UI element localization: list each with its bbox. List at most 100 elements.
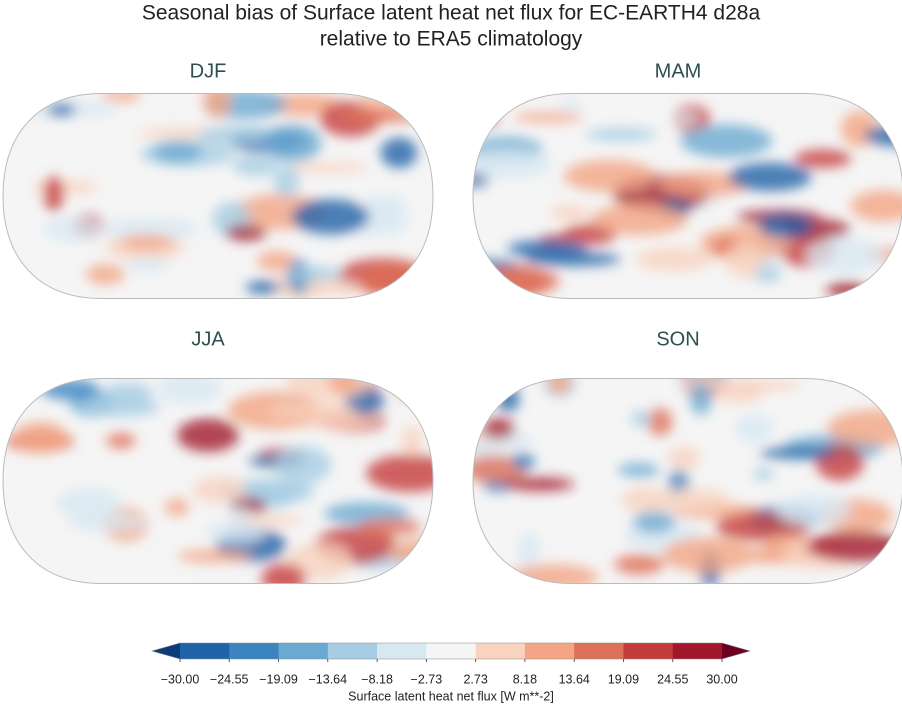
anomaly-blob [305, 279, 364, 296]
colorbar-bin [623, 643, 674, 659]
anomaly-blob [265, 93, 341, 117]
anomaly-blob [667, 445, 701, 470]
colorbar-bin [327, 643, 378, 659]
anomaly-blob [156, 378, 222, 405]
anomaly-blob [497, 385, 520, 413]
anomaly-blob [620, 487, 674, 513]
anomaly-blob [232, 154, 279, 176]
anomaly-blob [202, 93, 232, 119]
anomaly-blob [473, 115, 500, 126]
anomaly-blob [31, 180, 99, 195]
anomaly-blob [197, 125, 275, 145]
anomaly-blob [658, 488, 730, 513]
anomaly-blob [507, 239, 588, 257]
anomaly-blob [395, 387, 431, 399]
anomaly-blob [632, 511, 676, 534]
anomaly-blob [43, 176, 65, 212]
anomaly-blob [850, 189, 902, 222]
anomaly-blob [203, 522, 266, 543]
anomaly-blob [357, 518, 422, 536]
anomaly-blob [689, 383, 712, 415]
anomaly-blob [563, 159, 657, 193]
anomaly-blob [246, 489, 302, 501]
anomaly-blob [226, 506, 255, 522]
anomaly-blob [152, 140, 202, 163]
anomalies [5, 378, 433, 584]
colorbar-bin [426, 643, 477, 659]
anomaly-blob [387, 538, 433, 565]
anomaly-blob [391, 280, 433, 299]
anomaly-blob [366, 454, 433, 493]
colorbar-tick-label: −13.64 [308, 672, 347, 686]
anomaly-blob [267, 404, 359, 419]
anomaly-blob [734, 413, 775, 444]
anomaly-blob [400, 426, 424, 457]
colorbar-tick-label: 24.55 [657, 672, 688, 686]
anomaly-blob [225, 224, 267, 241]
colorbar-tick-label: −24.55 [210, 672, 249, 686]
anomaly-blob [261, 563, 307, 584]
colorbar-tick-label: 8.18 [513, 672, 537, 686]
anomaly-blob [503, 477, 575, 491]
anomaly-blob [286, 542, 353, 580]
colorbar-tick-label: 13.64 [559, 672, 590, 686]
colorbar-tick-label: −2.73 [411, 672, 443, 686]
anomaly-blob [724, 242, 764, 278]
anomaly-blob [806, 531, 902, 562]
colorbar-tick-label: −19.09 [259, 672, 298, 686]
anomaly-blob [192, 476, 248, 504]
anomaly-blob [106, 432, 136, 449]
anomalies [19, 93, 433, 299]
anomaly-blob [289, 266, 342, 283]
anomaly-blob [337, 110, 424, 123]
anomaly-blob [759, 446, 836, 460]
anomaly-blob [103, 217, 198, 242]
colorbar-bin [475, 643, 526, 659]
anomaly-blob [591, 203, 689, 236]
anomaly-blob [416, 378, 433, 396]
anomaly-blob [617, 462, 660, 478]
map-field [473, 93, 902, 299]
title-line: relative to ERA5 climatology [320, 28, 583, 51]
anomaly-blob [177, 549, 253, 563]
colorbar-label: Surface latent heat net flux [W m**-2] [348, 689, 554, 703]
colorbar-tick-label: −30.00 [161, 672, 200, 686]
anomaly-blob [389, 278, 433, 299]
colorbar-bin [524, 643, 575, 659]
panel-title: JJA [191, 328, 225, 350]
anomaly-blob [264, 124, 322, 163]
panel-title: MAM [655, 60, 702, 82]
anomaly-blob [256, 250, 297, 272]
anomaly-blob [776, 493, 851, 527]
maps: DJF MAM JJA SON [2, 60, 902, 584]
anomaly-blob [481, 418, 516, 439]
anomaly-blob [177, 418, 239, 452]
colorbar-tick-label: 30.00 [706, 672, 737, 686]
anomaly-blob [715, 380, 764, 404]
map-field [473, 378, 902, 584]
anomaly-blob [360, 194, 409, 222]
anomaly-blob [873, 99, 902, 119]
anomaly-blob [680, 124, 773, 158]
map-outline [2, 93, 434, 299]
anomaly-blob [47, 103, 76, 117]
colorbar-tick-label: 2.73 [463, 672, 487, 686]
anomaly-blob [328, 378, 358, 395]
colorbar: −30.00 −24.55 −19.09 −13.64 −8.18 −2.73 2.73 8.… [150, 642, 752, 703]
colorbar-bin [278, 643, 329, 659]
colorbar-bin [574, 643, 624, 659]
anomaly-blob [291, 199, 370, 235]
anomaly-blob [728, 162, 812, 192]
anomaly-blob [245, 280, 281, 295]
anomaly-blob [123, 257, 171, 273]
anomaly-blob [274, 446, 332, 484]
anomaly-blob [806, 237, 885, 274]
anomaly-blob [794, 149, 852, 168]
anomaly-blob [487, 265, 549, 299]
anomaly-blob [658, 171, 749, 198]
anomaly-blob [120, 234, 174, 250]
panel-title: SON [656, 328, 699, 350]
anomaly-blob [380, 137, 418, 169]
anomaly-blob [473, 148, 553, 179]
